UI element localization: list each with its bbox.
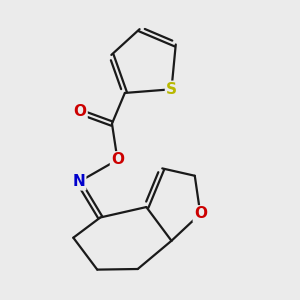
Text: O: O [74,104,87,119]
Text: S: S [166,82,177,97]
Text: O: O [111,152,124,167]
Text: N: N [73,174,85,189]
Text: O: O [194,206,207,221]
